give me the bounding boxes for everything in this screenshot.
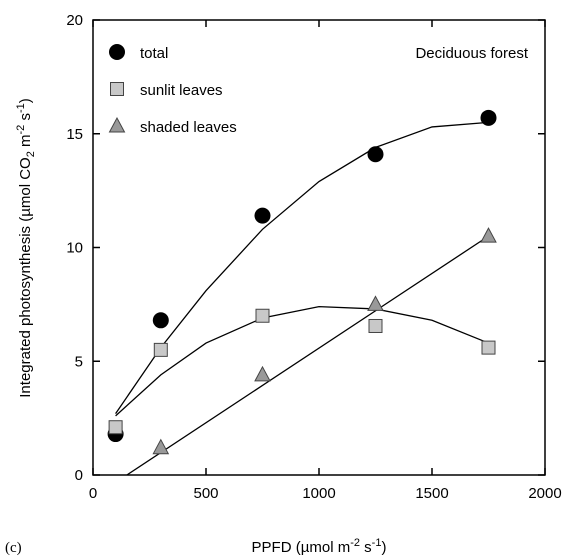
y-axis-label-part: 2	[25, 151, 37, 157]
x-axis-label: PPFD (µmol m-2 s-1)	[252, 537, 387, 556]
fit-line	[126, 235, 489, 476]
legend-marker	[108, 116, 126, 133]
annotation: Deciduous forest	[415, 45, 528, 62]
x-axis-label-part: )	[381, 539, 386, 556]
x-tick-label: 500	[193, 485, 218, 502]
point	[254, 207, 271, 224]
x-tick-label: 1500	[415, 485, 448, 502]
y-tick-label: 15	[66, 126, 83, 143]
x-axis-label-part: s	[360, 539, 372, 556]
legend-marker	[109, 44, 125, 60]
x-tick-label: 1000	[302, 485, 335, 502]
legend-marker	[110, 82, 124, 96]
y-axis-label-part: -2	[15, 125, 27, 135]
point	[152, 312, 169, 329]
x-axis-label-part: -2	[350, 537, 360, 549]
point	[153, 342, 168, 357]
x-tick-label: 2000	[528, 485, 561, 502]
point	[255, 308, 270, 323]
y-tick-label: 5	[75, 353, 83, 370]
point	[480, 109, 497, 126]
point	[367, 146, 384, 163]
point	[108, 420, 123, 435]
y-axis-label-part: Integrated photosynthesis (µmol CO	[17, 157, 34, 397]
x-axis-label-part: PPFD (µmol m	[252, 539, 351, 556]
y-axis-label: Integrated photosynthesis (µmol CO2 m-2 …	[15, 98, 37, 397]
x-axis-label-part: -1	[372, 537, 382, 549]
legend-label: sunlit leaves	[140, 82, 223, 99]
y-tick-label: 0	[75, 467, 83, 484]
point	[368, 318, 383, 333]
legend-label: total	[140, 45, 168, 62]
point	[367, 295, 384, 311]
panel-label: (c)	[5, 540, 22, 556]
x-tick-label: 0	[89, 485, 97, 502]
point	[480, 227, 497, 243]
y-tick-label: 20	[66, 12, 83, 29]
y-tick-label: 10	[66, 240, 83, 257]
y-axis-label-part: s	[17, 113, 34, 125]
fit-line	[115, 121, 489, 414]
point	[254, 365, 271, 382]
legend-label: shaded leaves	[140, 119, 237, 136]
y-axis-label-part: m	[17, 135, 34, 152]
y-axis-label-part: -1	[15, 103, 27, 113]
fit-line	[115, 305, 489, 417]
point	[481, 340, 496, 355]
point	[152, 438, 170, 455]
y-axis-label-part: )	[17, 98, 34, 103]
